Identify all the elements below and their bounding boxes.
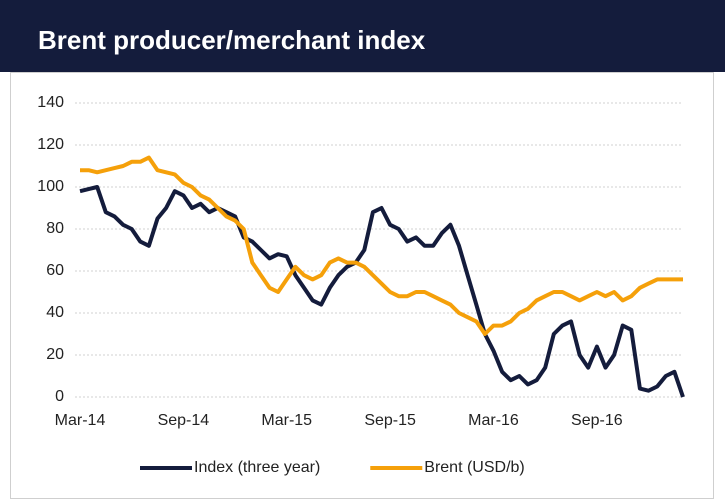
legend-label: Brent (USD/b) xyxy=(424,459,524,476)
y-tick-label: 100 xyxy=(37,178,64,195)
chart-title: Brent producer/merchant index xyxy=(38,25,426,55)
y-tick-label: 40 xyxy=(46,304,64,321)
y-tick-label: 80 xyxy=(46,220,64,237)
line-series xyxy=(80,155,683,336)
line-series xyxy=(79,185,685,398)
y-tick-label: 20 xyxy=(46,346,64,363)
header xyxy=(0,0,725,72)
x-tick-label: Mar-16 xyxy=(468,412,519,429)
legend-label: Index (three year) xyxy=(194,459,320,476)
x-tick-label: Sep-15 xyxy=(364,412,416,429)
y-tick-label: 60 xyxy=(46,262,64,279)
x-tick-label: Mar-14 xyxy=(55,412,106,429)
y-tick-label: 0 xyxy=(55,388,64,405)
y-tick-label: 120 xyxy=(37,136,64,153)
y-tick-label: 140 xyxy=(37,94,64,111)
x-tick-label: Mar-15 xyxy=(261,412,312,429)
x-tick-label: Sep-16 xyxy=(571,412,623,429)
x-tick-label: Sep-14 xyxy=(158,412,210,429)
chart-border xyxy=(10,72,714,499)
